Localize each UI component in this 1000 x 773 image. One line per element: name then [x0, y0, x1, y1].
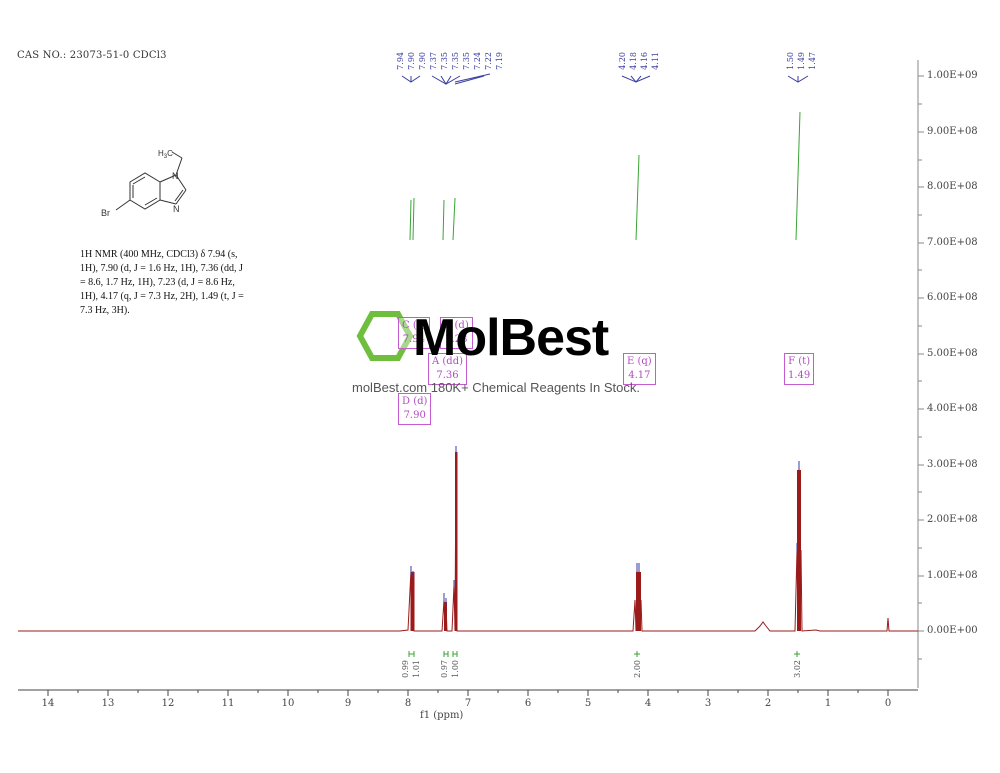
- shift-label: 4.11: [651, 52, 660, 70]
- shift-label: 7.94: [396, 52, 405, 70]
- integral-value: 2.00: [633, 660, 642, 678]
- x-tick-label: 1: [824, 698, 832, 709]
- y-tick-label: 0.00E+00: [927, 625, 978, 636]
- peak-fills: [410, 452, 801, 631]
- shift-label: 7.90: [418, 52, 427, 70]
- shift-labels-triplet: 1.50 1.49 1.47: [786, 52, 817, 70]
- y-tick-label: 3.00E+08: [927, 459, 978, 470]
- x-tick-label: 14: [41, 698, 55, 709]
- nmr-description: 1H NMR (400 MHz, CDCl3) δ 7.94 (s, 1H), …: [80, 249, 244, 316]
- y-tick-label: 5.00E+08: [927, 348, 978, 359]
- shift-labels-aromatic: 7.94 7.90 7.90 7.37 7.35 7.35 7.35 7.24 …: [396, 52, 504, 70]
- x-tick-label: 5: [584, 698, 592, 709]
- integral-labels-2: 0.97 1.00: [440, 660, 460, 678]
- integral-value: 1.00: [451, 660, 460, 678]
- x-tick-label: 4: [644, 698, 652, 709]
- x-tick-label: 12: [161, 698, 175, 709]
- y-tick-label: 7.00E+08: [927, 237, 978, 248]
- ch3-label: H3C: [158, 149, 173, 160]
- integral-labels-1: 0.99 1.01: [401, 660, 421, 678]
- shift-label: 7.19: [495, 52, 504, 70]
- watermark-logo-text: MolBest: [413, 309, 609, 367]
- multiplet-brackets: [401, 73, 809, 85]
- peak-box-a: A (dd) 7.36: [428, 353, 468, 385]
- shift-label: 7.35: [440, 52, 449, 70]
- peak-box-c: C (s) 7.94: [398, 317, 430, 349]
- peak-box-d: D (d) 7.90: [398, 393, 432, 425]
- x-tick-label: 7: [464, 698, 472, 709]
- cas-number-label: CAS NO.: 23073-51-0 CDCl3: [17, 50, 167, 61]
- shift-label: 7.90: [407, 52, 416, 70]
- shift-label: 1.49: [797, 52, 806, 70]
- y-tick-label: 6.00E+08: [927, 292, 978, 303]
- watermark-tagline: molBest.com 180K+ Chemical Reagents In S…: [352, 380, 640, 395]
- svg-text:N: N: [173, 204, 180, 214]
- x-tick-label: 13: [101, 698, 115, 709]
- y-tick-label: 1.00E+09: [927, 70, 978, 81]
- y-axis-ticks: [918, 75, 924, 660]
- y-tick-label: 2.00E+08: [927, 514, 978, 525]
- integral-value: 0.97: [440, 660, 449, 678]
- peak-tip-markers: [410, 446, 800, 606]
- x-tick-label: 9: [344, 698, 352, 709]
- peak-box-e: E (q) 4.17: [623, 353, 656, 385]
- integral-curves: [409, 111, 801, 241]
- svg-text:N: N: [172, 171, 179, 181]
- shift-label: 7.22: [484, 52, 493, 70]
- x-axis-label: f1 (ppm): [420, 710, 464, 721]
- x-tick-label: 10: [281, 698, 295, 709]
- shift-label: 1.47: [808, 52, 817, 70]
- integral-labels-3: 2.00: [633, 660, 642, 682]
- shift-label: 7.24: [473, 52, 482, 70]
- y-tick-label: 9.00E+08: [927, 126, 978, 137]
- molecule-structure: H3C N N Br: [101, 149, 187, 218]
- y-tick-label: 1.00E+08: [927, 570, 978, 581]
- x-tick-label: 6: [524, 698, 532, 709]
- spectrum-trace: [18, 449, 918, 632]
- svg-text:Br: Br: [101, 208, 110, 218]
- integral-labels-4: 3.02: [793, 660, 802, 682]
- shift-label: 4.18: [629, 52, 638, 70]
- y-tick-label: 4.00E+08: [927, 403, 978, 414]
- shift-label: 4.20: [618, 52, 627, 70]
- shift-label: 7.37: [429, 52, 438, 70]
- x-tick-label: 2: [764, 698, 772, 709]
- peak-box-f: F (t) 1.49: [784, 353, 815, 385]
- x-tick-label: 8: [404, 698, 412, 709]
- integral-value: 0.99: [401, 660, 410, 678]
- x-tick-label: 3: [704, 698, 712, 709]
- integral-value: 3.02: [793, 660, 802, 678]
- molbest-logo-icon: [356, 311, 414, 361]
- x-tick-label: 0: [884, 698, 892, 709]
- shift-labels-quartet: 4.20 4.18 4.16 4.11: [618, 52, 660, 70]
- x-axis-ticks: [47, 690, 889, 696]
- shift-label: 4.16: [640, 52, 649, 70]
- shift-label: 1.50: [786, 52, 795, 70]
- shift-label: 7.35: [451, 52, 460, 70]
- x-tick-label: 11: [221, 698, 235, 709]
- shift-label: 7.35: [462, 52, 471, 70]
- integral-markers: [408, 651, 800, 657]
- peak-box-b: B (d) 7.23: [440, 317, 473, 349]
- y-tick-label: 8.00E+08: [927, 181, 978, 192]
- integral-value: 1.01: [412, 660, 421, 678]
